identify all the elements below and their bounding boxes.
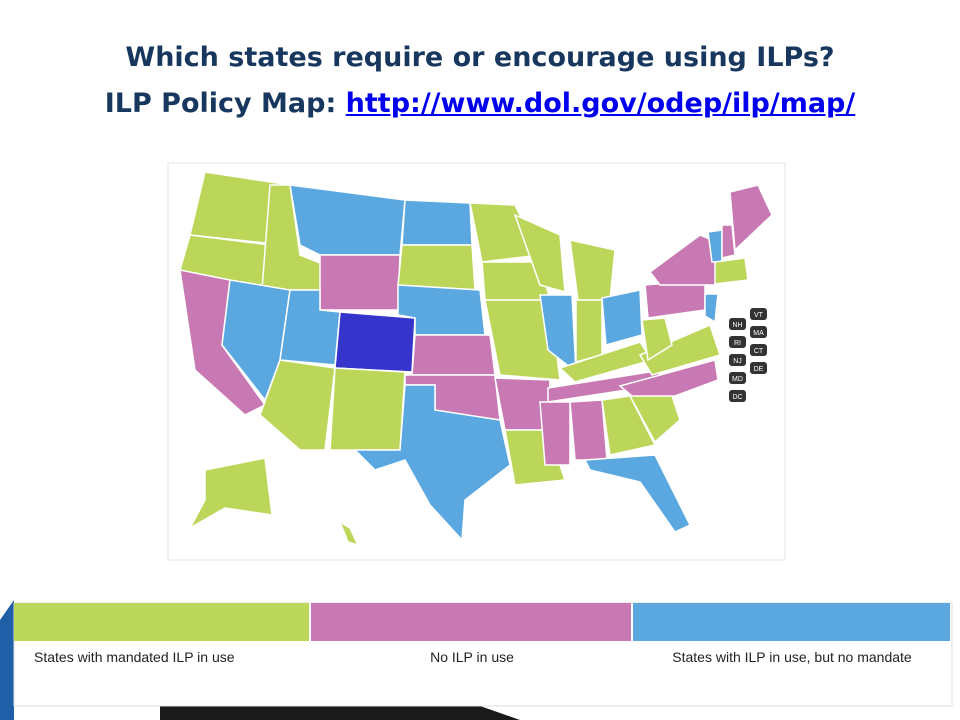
state <box>334 311 416 373</box>
state-badge <box>750 344 767 356</box>
state <box>319 254 401 311</box>
state <box>188 457 273 530</box>
state <box>583 454 692 533</box>
state <box>569 399 608 461</box>
state <box>411 334 496 376</box>
corner-decor <box>0 600 14 720</box>
state <box>513 213 566 294</box>
bottom-decor <box>160 706 520 720</box>
state-badge <box>750 308 767 320</box>
badge-label: NH <box>732 322 742 329</box>
title-prefix: ILP Policy Map: <box>104 88 337 119</box>
state-badge <box>729 318 746 330</box>
state-badge <box>750 326 767 338</box>
state <box>618 359 719 397</box>
state <box>729 184 773 252</box>
map-link[interactable]: http://www.dol.gov/odep/ilp/map/ <box>345 88 856 119</box>
badge-label: MD <box>732 376 743 383</box>
title-line1: Which states require or encourage using … <box>125 42 835 73</box>
state <box>601 395 657 456</box>
state <box>638 323 721 376</box>
state-badge <box>729 372 746 384</box>
state <box>353 384 511 542</box>
state <box>704 293 719 324</box>
title-line2: ILP Policy Map: http://www.dol.gov/odep/… <box>0 88 960 119</box>
badge-label: RI <box>734 340 741 347</box>
state <box>641 317 673 362</box>
state-badge <box>729 354 746 366</box>
state <box>539 401 571 466</box>
states <box>179 171 773 547</box>
badge-label: DC <box>732 394 742 401</box>
badge-label: CT <box>754 348 764 355</box>
state <box>575 299 603 363</box>
legend-label: States with mandated ILP in use <box>34 649 235 665</box>
legend-label: States with ILP in use, but no mandate <box>672 649 912 665</box>
legend-label: No ILP in use <box>430 649 514 665</box>
state-badge <box>729 336 746 348</box>
state <box>721 224 736 259</box>
badges: NH VT RI MA NJ CT MD DE DC <box>729 308 767 402</box>
legend-swatch <box>633 603 950 641</box>
badge-label: VT <box>754 312 764 319</box>
state-badge <box>750 362 767 374</box>
state <box>569 239 616 301</box>
badge-label: NJ <box>733 358 742 365</box>
state <box>259 359 336 451</box>
legend-swatch <box>311 603 631 641</box>
state <box>714 257 749 285</box>
badge-label: MA <box>753 330 764 337</box>
legend: States with mandated ILP in use No ILP in… <box>14 603 950 665</box>
state <box>397 244 476 291</box>
state <box>338 520 360 547</box>
legend-swatch <box>14 603 309 641</box>
state <box>329 367 406 451</box>
state <box>401 199 473 246</box>
state-badge <box>729 390 746 402</box>
state <box>601 289 643 346</box>
state <box>484 299 561 381</box>
badge-label: DE <box>754 366 764 373</box>
